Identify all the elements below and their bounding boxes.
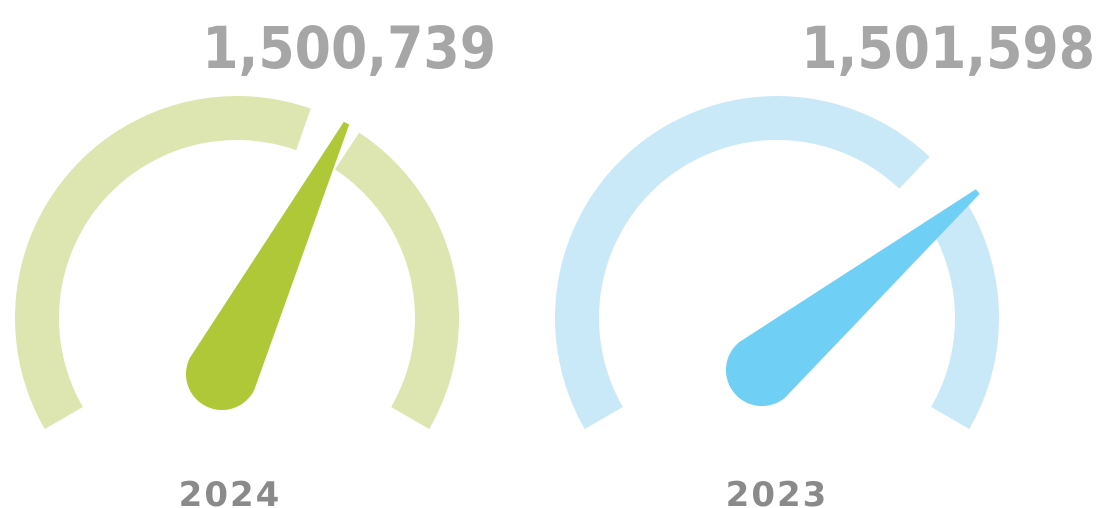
gauge-value-label: 1,500,739 <box>202 14 496 82</box>
gauge-track <box>555 96 999 429</box>
gauge-needle <box>725 189 980 407</box>
gauge-2023: 1,501,598 2023 <box>555 14 1095 508</box>
gauge-year-label: 2023 <box>726 475 829 508</box>
gauge-value-label: 1,501,598 <box>801 14 1095 82</box>
gauge-year-label: 2024 <box>179 475 282 508</box>
gauge-2024: 1,500,739 2024 <box>14 14 496 508</box>
gauge-track <box>14 95 460 430</box>
gauge-needle <box>185 121 350 411</box>
